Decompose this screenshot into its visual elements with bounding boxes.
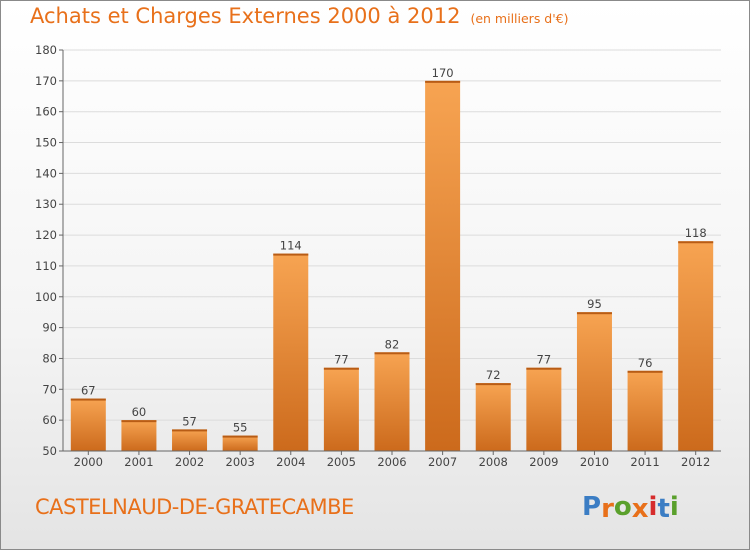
bar-top-edge — [323, 367, 359, 370]
y-tick-label: 100 — [35, 290, 57, 304]
y-tick-label: 60 — [42, 413, 57, 427]
bar-top-edge — [576, 312, 612, 315]
data-label: 60 — [132, 405, 147, 419]
bar — [172, 429, 208, 451]
bar-top-edge — [172, 429, 208, 432]
data-label: 55 — [233, 421, 248, 435]
bars: 67 60 57 55 114 77 82 170 72 77 95 76 118 — [70, 66, 714, 451]
bar-top-edge — [222, 435, 258, 438]
y-tick-label: 70 — [42, 382, 57, 396]
x-tick-label: 2000 — [74, 455, 103, 469]
bar-top-edge — [475, 383, 511, 386]
bar — [627, 370, 663, 451]
data-label: 170 — [432, 66, 454, 80]
y-tick-label: 170 — [35, 74, 57, 88]
x-tick-label: 2005 — [327, 455, 356, 469]
bar — [576, 312, 612, 451]
x-tick-label: 2006 — [377, 455, 406, 469]
bar — [526, 367, 562, 451]
logo-letter: r — [601, 494, 614, 524]
bar-top-edge — [678, 241, 714, 244]
bar — [323, 367, 359, 451]
bar-top-edge — [70, 398, 106, 401]
bar-top-edge — [273, 253, 309, 256]
bar — [222, 435, 258, 451]
y-tick-label: 120 — [35, 228, 57, 242]
x-tick-label: 2001 — [124, 455, 153, 469]
bar-top-edge — [374, 352, 410, 355]
logo-letter: t — [657, 494, 670, 524]
y-tick-label: 160 — [35, 105, 57, 119]
x-tick-label: 2003 — [226, 455, 255, 469]
data-label: 114 — [280, 239, 302, 253]
x-tick-label: 2004 — [276, 455, 305, 469]
axes: 50 60 70 80 90 100 110 120 130 140 150 160 170 180 200… — [35, 43, 721, 469]
data-label: 77 — [334, 353, 349, 367]
commune-name: CASTELNAUD-DE-GRATECAMBE — [35, 495, 354, 519]
bar — [374, 352, 410, 451]
data-label: 95 — [587, 297, 602, 311]
x-tick-label: 2008 — [479, 455, 508, 469]
bar — [121, 420, 157, 451]
x-tick-label: 2010 — [580, 455, 609, 469]
data-label: 77 — [537, 353, 552, 367]
data-label: 76 — [638, 356, 653, 370]
bar — [273, 253, 309, 451]
data-label: 57 — [182, 414, 197, 428]
bar-top-edge — [526, 367, 562, 370]
y-tick-label: 130 — [35, 197, 57, 211]
bar — [425, 80, 461, 451]
bar — [678, 241, 714, 451]
data-label: 67 — [81, 384, 96, 398]
logo-letter: x — [631, 494, 649, 524]
x-tick-label: 2009 — [529, 455, 558, 469]
bar — [475, 383, 511, 451]
y-tick-label: 80 — [42, 351, 57, 365]
bar-top-edge — [627, 370, 663, 373]
y-tick-label: 150 — [35, 136, 57, 150]
logo-letter: i — [648, 492, 658, 522]
y-tick-label: 110 — [35, 259, 57, 273]
bar-top-edge — [121, 420, 157, 423]
data-label: 72 — [486, 368, 501, 382]
bar-top-edge — [425, 80, 461, 83]
x-tick-label: 2007 — [428, 455, 457, 469]
x-tick-label: 2002 — [175, 455, 204, 469]
logo-letter: i — [669, 492, 679, 522]
data-label: 82 — [385, 337, 400, 351]
x-tick-label: 2011 — [630, 455, 659, 469]
logo-letter: o — [613, 492, 632, 522]
y-tick-label: 180 — [35, 43, 57, 57]
data-label: 118 — [685, 226, 707, 240]
y-tick-label: 140 — [35, 166, 57, 180]
chart-title-block: Achats et Charges Externes 2000 à 2012 (e… — [30, 4, 569, 28]
proxiti-logo[interactable]: Proxiti — [582, 492, 679, 524]
logo-letter: P — [582, 492, 602, 522]
bar — [70, 398, 106, 451]
chart-title: Achats et Charges Externes 2000 à 2012 — [30, 4, 461, 28]
x-tick-label: 2012 — [681, 455, 710, 469]
y-tick-label: 90 — [42, 321, 57, 335]
chart-subtitle: (en milliers d'€) — [470, 11, 569, 26]
y-tick-label: 50 — [42, 444, 57, 458]
